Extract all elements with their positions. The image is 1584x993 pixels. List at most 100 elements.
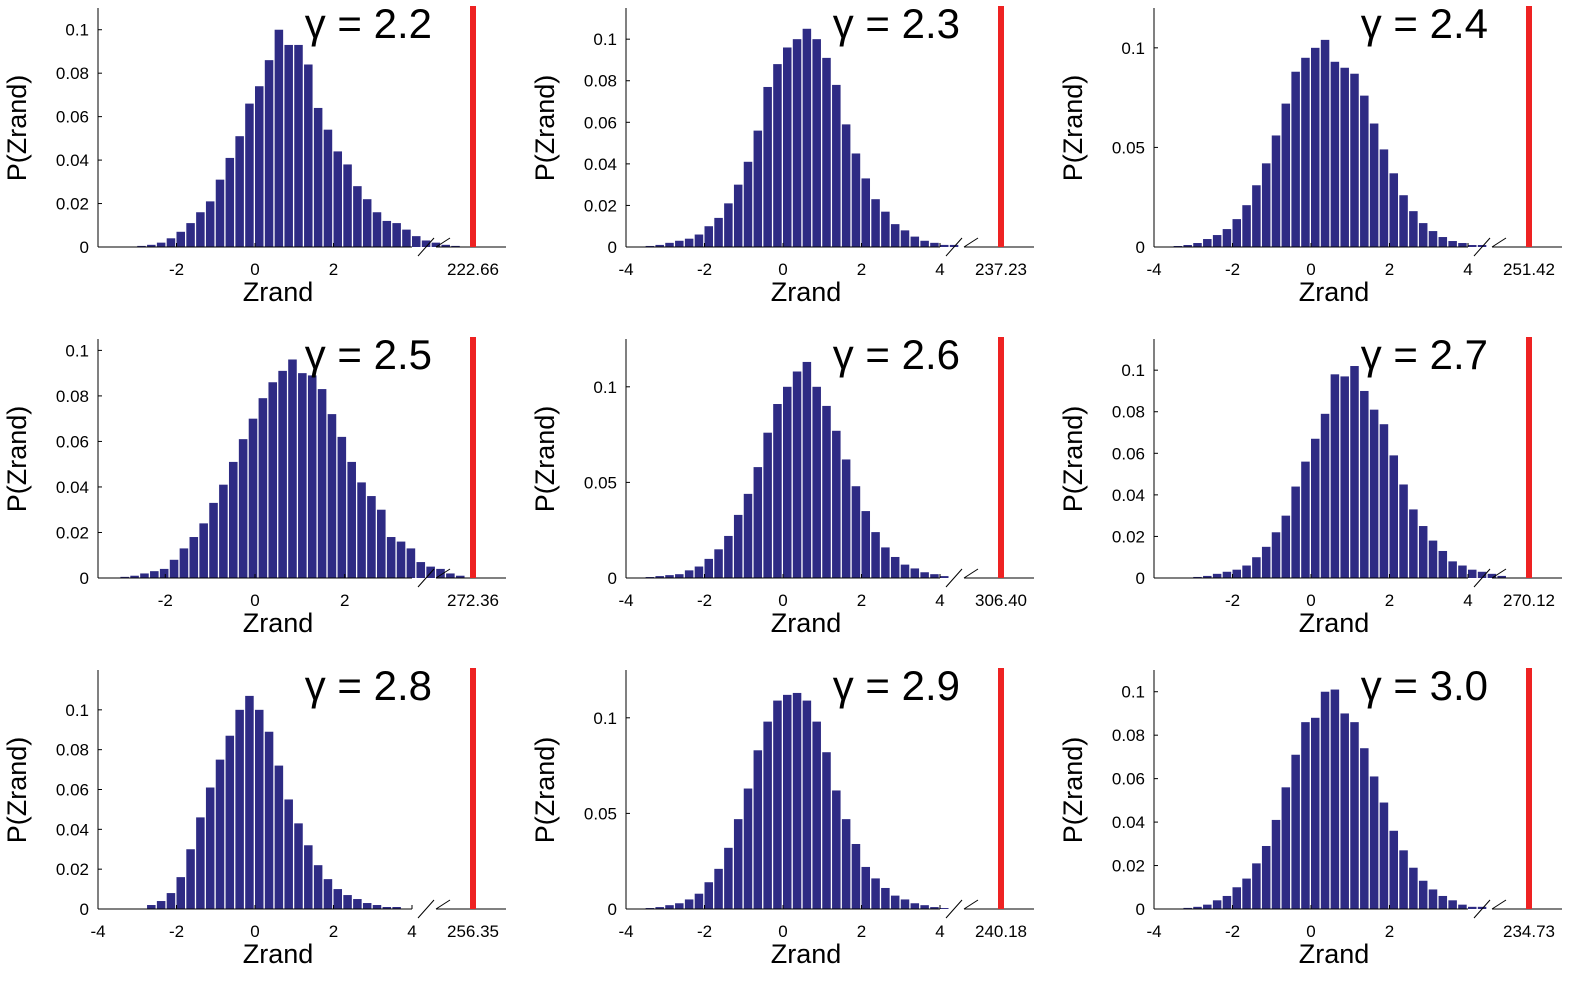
y-axis-label: P(Zrand) [530,406,560,513]
gamma-title: γ = 3.0 [1361,662,1488,709]
histogram-bar [1291,754,1300,909]
histogram-bar [812,721,821,909]
histogram-bar [1291,71,1300,247]
histogram-bar [372,905,382,909]
histogram-bar [1340,376,1349,578]
axis-break-mark [417,237,435,257]
x-tick-label: -4 [618,922,633,941]
x-tick-label: -4 [90,922,105,941]
histogram-bar [1477,245,1487,247]
x-axis-label: Zrand [243,608,314,638]
histogram-bar [1320,691,1330,909]
y-tick-label: 0.02 [56,523,89,542]
histogram-bar [431,242,441,247]
x-axis-label: Zrand [243,277,314,307]
histogram-bar [1350,722,1359,909]
histogram-bar [313,865,323,909]
histogram-bar [881,211,890,247]
axis-break-mark [417,899,435,919]
histogram-bar [1252,185,1261,247]
y-tick-label: 0.1 [593,30,617,49]
histogram-bar [284,44,293,247]
histogram-bar [1252,557,1261,578]
histogram-bar [1458,904,1467,909]
y-tick-label: 0.08 [1112,403,1145,422]
histogram-bar [655,907,664,909]
histogram-bar [179,548,189,578]
histogram-bar [940,908,949,909]
histogram-svg: 0 0.02 0.04 0.06 0.08 0.1 -4 -2 0 2 4 Zrand P(Zrand)… [530,0,1034,307]
histogram-bar [940,244,949,247]
histogram-bar [763,432,772,578]
histogram-bar [347,461,356,578]
histogram-bar [245,103,254,247]
histogram-bar [1418,223,1428,247]
histogram-bar [773,404,782,578]
histogram-bar [949,244,959,247]
histogram-bar [1468,569,1477,578]
histogram-bar [940,576,949,578]
histogram-bar [386,537,396,578]
histogram-bar [1428,231,1438,247]
y-tick-label: 0.06 [56,108,89,127]
y-tick-label: 0.02 [56,195,89,214]
histogram-bar [743,493,753,578]
histogram-panel: 0 0.02 0.04 0.06 0.08 0.1 -2 0 2 Zrand P(Zrand) γ =… [0,0,528,331]
histogram-bar [851,153,861,247]
x-axis-label: Zrand [771,939,842,969]
histogram-bar [268,382,278,578]
histogram-bar [1369,776,1379,909]
histogram-bar [1409,211,1418,247]
histogram-bar [455,575,465,578]
axis-break-mark [963,568,979,579]
histogram-bar [156,901,166,909]
histogram-bar [773,64,782,247]
histogram-bar [881,547,890,578]
histogram-bar [832,84,841,248]
x-tick-label: 4 [935,260,944,279]
histogram-bar [1369,123,1379,247]
x-tick-label: 2 [857,260,866,279]
y-tick-label: 0.08 [56,387,89,406]
histogram-bar [1438,550,1448,578]
axis-break-mark [1491,237,1507,248]
histogram-bar [1212,900,1222,909]
histogram-panel: 0 0.05 0.1 -4 -2 0 2 4 Zrand P(Zrand) γ = 2.6 306.4… [528,331,1056,662]
x-tick-label: 4 [1463,591,1472,610]
histogram-bar [890,556,900,578]
histogram-bar [1320,39,1330,248]
histogram-bar [1301,461,1310,578]
histogram-bar [1281,103,1291,247]
histogram-bar [436,568,445,578]
x-tick-label: -4 [618,260,633,279]
histogram-bar [159,568,169,578]
histogram-bar [920,905,929,909]
histogram-bar [841,124,851,247]
histogram-bar [372,212,382,247]
histogram-bar [802,28,812,248]
observed-value-bar [470,668,476,909]
histogram-bar [733,819,743,909]
histogram-bar [822,752,831,909]
histogram-bar [890,224,900,247]
histogram-bar [851,843,861,909]
histogram-bar [357,482,366,578]
histogram-bar [1340,67,1349,247]
histogram-panel: 0 0.02 0.04 0.06 0.08 0.1 -4 -2 0 2 4 Zrand P(Zrand)… [0,662,528,993]
histogram-bar [1193,243,1202,247]
gamma-title: γ = 2.8 [305,662,432,709]
y-tick-label: 0.04 [1112,813,1145,832]
histogram-bar [743,788,753,909]
axis-break-mark [417,568,435,588]
histogram-bar [255,86,264,247]
histogram-bar [176,231,186,247]
histogram-panel: 0 0.02 0.04 0.06 0.08 0.1 -2 0 2 4 Zrand P(Zrand) γ … [1056,331,1584,662]
histogram-bar [362,903,372,909]
axis-break-mark [1473,899,1491,919]
y-tick-label: 0.04 [56,151,89,170]
histogram-bar [930,907,939,909]
y-axis-label: P(Zrand) [1058,406,1088,513]
histogram-bar [333,889,343,909]
histogram-bar [704,558,714,578]
histogram-bar [1360,390,1369,578]
